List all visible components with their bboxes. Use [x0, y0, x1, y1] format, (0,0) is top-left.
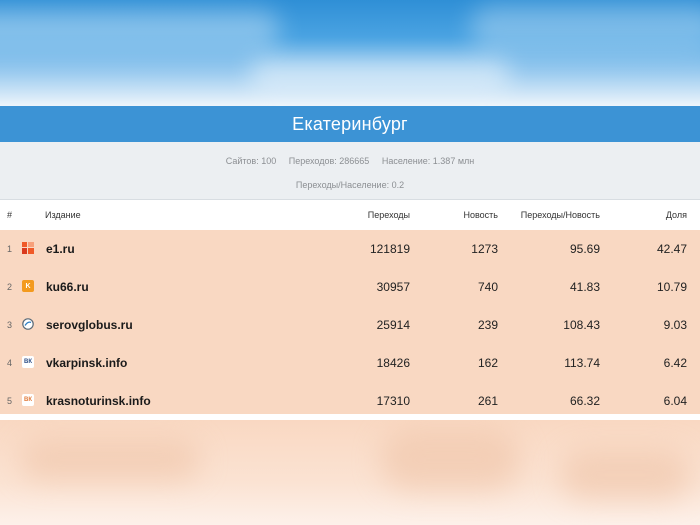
table-row[interactable]: 2 K ku66.ru 30957 740 41.83 10.79: [0, 268, 700, 306]
row-rank: 1: [7, 244, 13, 254]
vk-icon: ВК: [22, 394, 34, 406]
row-news: 261: [477, 394, 498, 408]
row-per-news: 113.74: [564, 356, 600, 370]
row-site-link[interactable]: ku66.ru: [46, 280, 89, 294]
row-rank: 4: [7, 358, 13, 368]
stat-population: Население: 1.387 млн: [381, 156, 475, 166]
row-site-link[interactable]: serovglobus.ru: [46, 318, 133, 332]
stat-transitions: Переходов: 286665: [288, 156, 370, 166]
row-site-link[interactable]: krasnoturinsk.info: [46, 394, 151, 408]
row-rank: 3: [7, 320, 13, 330]
city-title: Екатеринбург: [292, 113, 408, 134]
row-share: 10.79: [656, 280, 687, 294]
ku66-icon: K: [22, 280, 34, 292]
col-share[interactable]: Доля: [665, 210, 687, 220]
row-news: 239: [477, 318, 498, 332]
row-transitions: 17310: [376, 394, 410, 408]
row-share: 6.04: [663, 394, 687, 408]
table-row[interactable]: 5 ВК krasnoturinsk.info 17310 261 66.32 …: [0, 382, 700, 420]
table-row[interactable]: 1 e1.ru 121819 1273 95.69 42.47: [0, 230, 700, 268]
row-transitions: 25914: [376, 318, 410, 332]
row-per-news: 95.69: [569, 242, 600, 256]
row-site-link[interactable]: vkarpinsk.info: [46, 356, 128, 370]
city-title-bar: Екатеринбург: [0, 106, 700, 142]
e1-icon: [22, 242, 34, 254]
city-rating-panel: Екатеринбург Сайтов: 100 Переходов: 2866…: [0, 106, 700, 414]
row-rank: 2: [7, 282, 13, 292]
col-news[interactable]: Новость: [463, 210, 498, 220]
row-site-link[interactable]: e1.ru: [46, 242, 75, 256]
row-transitions: 18426: [376, 356, 410, 370]
blurred-bottom-background: [0, 420, 700, 525]
vk-icon: ВК: [22, 356, 34, 368]
row-news: 1273: [471, 242, 498, 256]
col-transitions[interactable]: Переходы: [367, 210, 410, 220]
col-rank: #: [7, 210, 13, 220]
table-header: # Издание Переходы Новость Переходы/Ново…: [0, 200, 700, 230]
row-share: 42.47: [656, 242, 687, 256]
col-per-news[interactable]: Переходы/Новость: [520, 210, 600, 220]
row-transitions: 121819: [369, 242, 410, 256]
row-rank: 5: [7, 396, 13, 406]
stat-sites: Сайтов: 100: [225, 156, 277, 166]
stat-ratio: Переходы/Население: 0.2: [295, 180, 405, 190]
serovglobus-icon: [22, 318, 34, 330]
row-news: 162: [477, 356, 498, 370]
city-stats: Сайтов: 100 Переходов: 286665 Население:…: [0, 142, 700, 200]
row-per-news: 41.83: [569, 280, 600, 294]
row-per-news: 108.43: [563, 318, 600, 332]
row-per-news: 66.32: [569, 394, 600, 408]
row-news: 740: [477, 280, 498, 294]
table-row[interactable]: 4 ВК vkarpinsk.info 18426 162 113.74 6.4…: [0, 344, 700, 382]
table-row[interactable]: 3 serovglobus.ru 25914 239 108.43 9.03: [0, 306, 700, 344]
col-site[interactable]: Издание: [45, 210, 81, 220]
row-share: 9.03: [663, 318, 687, 332]
panel-bottom-border: [0, 414, 700, 420]
row-share: 6.42: [663, 356, 687, 370]
blurred-top-background: [0, 0, 700, 106]
row-transitions: 30957: [376, 280, 410, 294]
